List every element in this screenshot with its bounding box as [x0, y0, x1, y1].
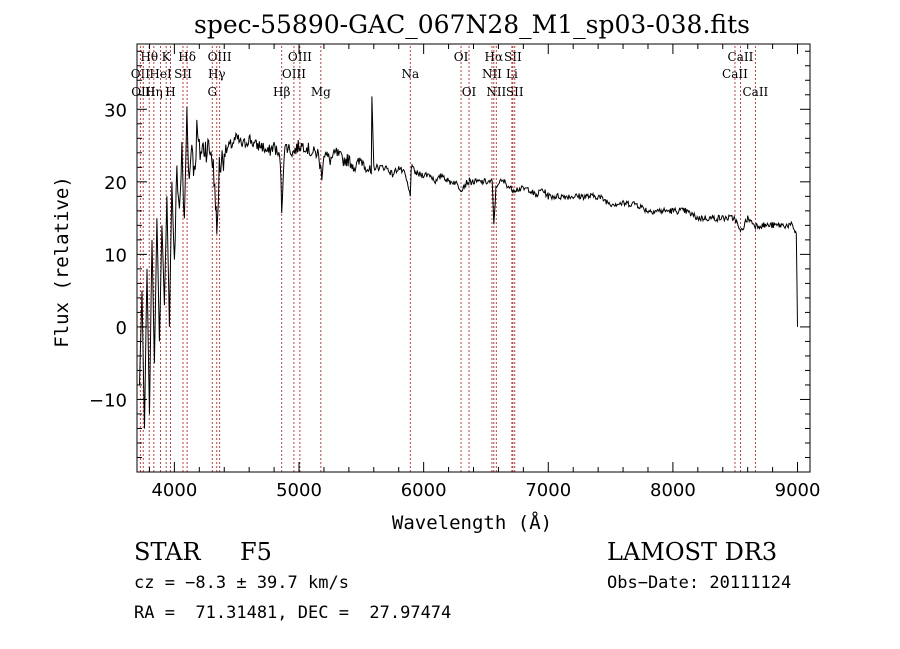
y-axis-ticks: −10 0 10 20 30 — [89, 50, 810, 458]
x-axis-ticks: 4000 5000 6000 7000 8000 9000 — [148, 44, 821, 501]
x-tick-label: 6000 — [401, 480, 447, 501]
y-tick-label: 20 — [104, 173, 127, 194]
line-marker-label: SII — [506, 85, 524, 99]
line-marker-label: OIII — [288, 50, 312, 64]
line-marker-label: CaII — [742, 85, 768, 99]
spectrum-series — [139, 96, 798, 429]
line-marker-label: H — [165, 85, 175, 99]
object-class: STAR — [134, 538, 201, 566]
line-marker-label: Hη — [145, 85, 163, 99]
spectrum-line — [139, 96, 798, 429]
line-marker-label: HeI — [149, 67, 172, 81]
line-marker-label: Li — [506, 67, 518, 81]
line-marker-label: Hδ — [178, 50, 196, 64]
x-tick-label: 8000 — [650, 480, 696, 501]
line-marker-label: NII — [486, 85, 506, 99]
line-marker-label: OIII — [208, 50, 232, 64]
line-marker-label: OI — [462, 85, 477, 99]
line-marker-label: G — [207, 85, 217, 99]
line-marker-label: K — [162, 50, 172, 64]
redshift-velocity: cz = −8.3 ± 39.7 km/s — [134, 573, 349, 593]
line-marker-label: OIII — [282, 67, 306, 81]
line-marker-label: CaII — [728, 50, 754, 64]
survey-label: LAMOST DR3 — [607, 538, 778, 566]
line-marker-label: Mg — [311, 85, 331, 99]
coordinates: RA = 71.31481, DEC = 27.97474 — [134, 603, 452, 623]
chart-title: spec-55890-GAC_067N28_M1_sp03-038.fits — [194, 10, 750, 39]
line-marker-label: CaII — [722, 67, 748, 81]
x-tick-label: 7000 — [525, 480, 571, 501]
line-marker-label: Hα — [485, 50, 504, 64]
y-axis-label: Flux (relative) — [51, 176, 73, 348]
line-marker-label: Hγ — [208, 67, 226, 81]
line-marker-label: OII — [131, 67, 151, 81]
object-subclass: F5 — [240, 538, 272, 566]
y-tick-label: 30 — [104, 100, 127, 121]
line-marker-label: Hθ — [140, 50, 158, 64]
line-marker-label: NII — [482, 67, 502, 81]
line-marker-label: OI — [454, 50, 469, 64]
x-axis-label: Wavelength (Å) — [392, 511, 552, 534]
plot-frame — [136, 43, 811, 473]
x-tick-label: 9000 — [775, 480, 821, 501]
line-marker-label: Na — [401, 67, 419, 81]
x-tick-label: 5000 — [276, 480, 322, 501]
y-tick-label: −10 — [89, 390, 127, 411]
line-marker-label: SII — [504, 50, 522, 64]
x-tick-label: 4000 — [151, 480, 197, 501]
observation-date: Obs−Date: 20111124 — [607, 573, 792, 593]
line-marker-label: Hβ — [273, 85, 290, 99]
line-marker-label: SII — [174, 67, 192, 81]
y-tick-label: 10 — [104, 245, 127, 266]
y-tick-label: 0 — [116, 318, 127, 339]
